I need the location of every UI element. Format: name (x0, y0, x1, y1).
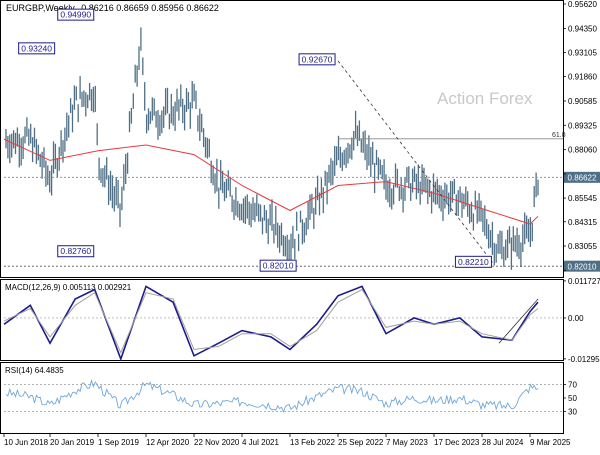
price-y-tick-label: 0.84315 (568, 218, 597, 227)
price-panel-header: EURGBP,Weekly 0.86216 0.86659 0.85956 0.… (6, 3, 219, 13)
symbol-label: EURGBP,Weekly (6, 3, 75, 13)
moving-average-line (3, 138, 539, 225)
x-tick-label: 25 Sep 2022 (338, 438, 384, 447)
x-tick-label: 1 Sep 2019 (98, 438, 139, 447)
current-price-tag-text: 0.86622 (568, 174, 597, 183)
rsi-line (5, 378, 539, 413)
low-price-tag-text: 0.82010 (568, 262, 597, 271)
annotation-box (57, 8, 95, 21)
x-tick-label: 28 Jul 2024 (482, 438, 524, 447)
annotation-box (259, 259, 297, 272)
x-tick-label: 12 Apr 2020 (146, 438, 190, 447)
ohlc-label: 0.86216 0.86659 0.85956 0.86622 (81, 3, 219, 13)
x-tick-label: 13 Feb 2022 (290, 438, 335, 447)
axis-layer: 0.95620 0.94350 0.93105 0.91860 0.90585 0.893… (3, 0, 600, 447)
annotation-box (18, 42, 56, 55)
annotation-box (57, 245, 95, 258)
x-tick-label: 17 Dec 2023 (434, 438, 480, 447)
macd-layer (3, 285, 563, 362)
macd-trend-line (498, 298, 539, 344)
signal-line (3, 288, 539, 354)
x-tick-label: 4 Jul 2021 (242, 438, 279, 447)
macd-panel-title: MACD(12,26,9) 0.005113 0.002921 (5, 283, 132, 292)
price-y-tick-label: 0.83055 (568, 242, 597, 251)
price-y-tick-label: 0.85545 (568, 194, 597, 203)
rsi-y-tick-label: 70 (568, 380, 577, 389)
price-y-tick-label: 0.88060 (568, 146, 597, 155)
macd-y-tick-label: 0.00 (568, 314, 584, 323)
price-y-tick-label: 0.95620 (568, 0, 597, 9)
annotation-box (298, 53, 336, 66)
rsi-layer (4, 378, 563, 413)
trend-line (337, 60, 493, 263)
fib-label: 61.8 (552, 132, 566, 139)
price-y-tick-label: 0.90585 (568, 97, 597, 106)
x-tick-label: 20 Jan 2019 (50, 438, 95, 447)
annotation-label-3: 0.82010 (263, 261, 294, 271)
watermark: Action Forex (437, 89, 533, 108)
x-tick-label: 10 Jun 2018 (4, 438, 49, 447)
annotation-label-4: 0.92670 (302, 54, 333, 64)
annotation-label-0: 0.93240 (21, 43, 52, 53)
price-y-tick-label: 0.89325 (568, 121, 597, 130)
rsi-panel-title: RSI(14) 64.4835 (5, 366, 64, 375)
x-tick-label: 7 May 2023 (386, 438, 428, 447)
price-y-tick-label: 0.91860 (568, 72, 597, 81)
ma-layer (3, 138, 539, 225)
low-price-tag (564, 260, 600, 272)
macd-y-tick-label: 0.011727 (568, 277, 600, 286)
annotation-label-5: 0.82210 (458, 257, 489, 267)
price-y-tick-label: 0.93105 (568, 48, 597, 57)
x-tick-label: 22 Nov 2020 (194, 438, 240, 447)
rsi-y-tick-label: 50 (568, 394, 577, 403)
macd-y-tick-label: -0.012951 (568, 355, 600, 364)
x-tick-label: 9 Mar 2025 (530, 438, 571, 447)
rsi-y-tick-label: 30 (568, 408, 577, 417)
annotation-label-1: 0.94990 (60, 10, 91, 20)
macd-line (3, 285, 539, 362)
current-price-tag (564, 171, 600, 183)
price-layer (5, 27, 539, 270)
rsi-panel-frame (0, 362, 564, 434)
annotation-label-2: 0.82760 (60, 246, 91, 256)
labels-layer: 0.93240 0.94990 0.82760 0.82010 0.92670 0.822… (18, 8, 600, 272)
price-y-tick-label: 0.94350 (568, 24, 597, 33)
annotation-box (454, 255, 492, 268)
